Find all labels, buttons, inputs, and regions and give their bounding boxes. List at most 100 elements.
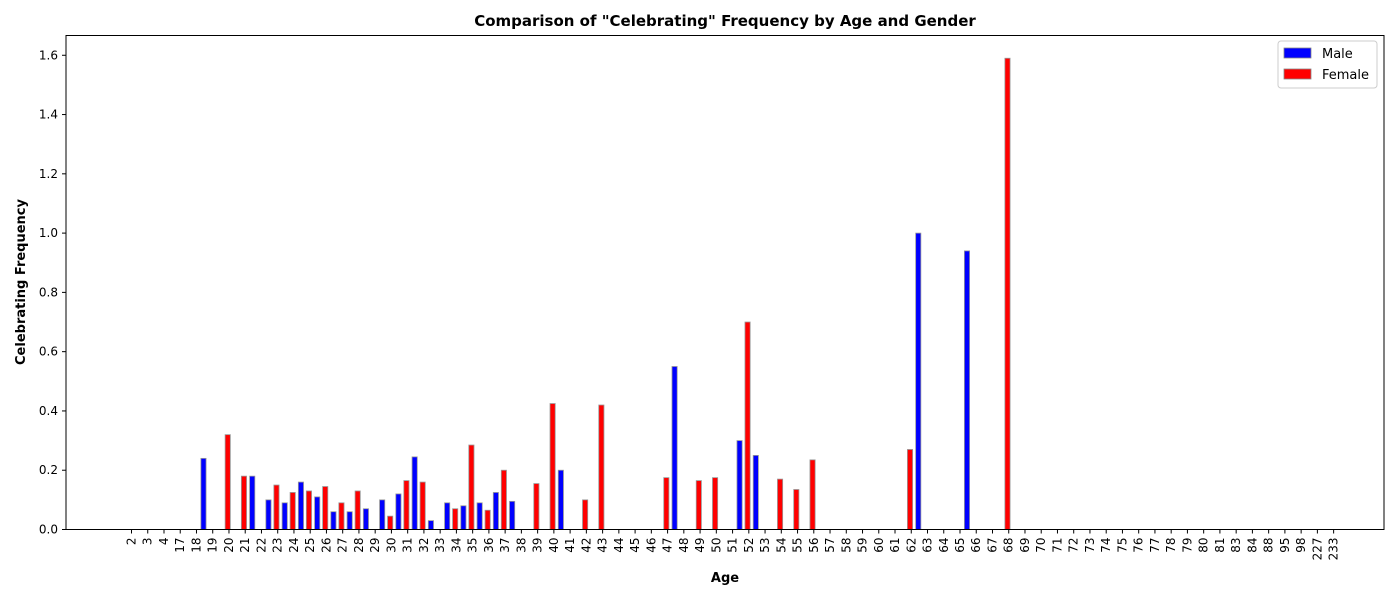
x-tick-label: 80: [1197, 538, 1211, 553]
x-tick-label: 49: [693, 538, 707, 553]
x-axis-label: Age: [711, 571, 739, 586]
bar-female-23: [289, 492, 296, 530]
x-tick-label: 22: [254, 538, 268, 553]
x-tick-label: 57: [823, 538, 837, 553]
y-axis-label: Celebrating Frequency: [14, 198, 29, 364]
legend: Male Female: [1277, 40, 1378, 89]
x-tick-label: 42: [579, 538, 593, 553]
x-tick-label: 58: [839, 538, 853, 553]
x-tick-label: 84: [1245, 538, 1259, 553]
x-tick-label: 39: [531, 538, 545, 553]
bar-female-51: [744, 321, 751, 530]
bar-female-27: [354, 490, 361, 530]
bar-female-55: [809, 459, 816, 530]
x-tick-label: 32: [417, 538, 431, 553]
x-tick-label: 31: [401, 538, 415, 553]
bar-female-35: [484, 509, 491, 530]
y-tick-label: 0.0: [39, 523, 58, 537]
bar-male-31: [411, 456, 418, 530]
x-tick-label: 53: [758, 538, 772, 553]
bar-male-51: [736, 440, 743, 530]
bar-female-38: [533, 483, 540, 530]
x-tick-label: 72: [1067, 538, 1081, 553]
x-tick-label: 33: [433, 538, 447, 553]
x-tick-label: 37: [498, 538, 512, 553]
x-tick-label: 41: [563, 538, 577, 553]
bar-female-24: [305, 490, 312, 530]
x-tick-label: 81: [1213, 538, 1227, 553]
bar-female-26: [338, 502, 345, 530]
x-tick-label: 43: [596, 538, 610, 553]
bar-female-29: [387, 515, 394, 530]
x-tick-label: 47: [661, 538, 675, 553]
bar-female-34: [468, 444, 475, 530]
x-tick-label: 55: [791, 538, 805, 553]
x-tick-label: 28: [352, 538, 366, 553]
bar-female-19: [224, 434, 231, 530]
x-tick-label: 27: [336, 538, 350, 553]
x-tick-label: 44: [612, 538, 626, 553]
bar-male-40: [557, 469, 564, 530]
y-tick-label: 1.0: [39, 226, 58, 240]
x-tick-label: 24: [287, 538, 301, 553]
bar-female-31: [419, 481, 426, 530]
x-tick-label: 60: [872, 538, 886, 553]
x-tick-label: 74: [1099, 538, 1113, 553]
x-tick-label: 38: [514, 538, 528, 553]
legend-swatch-female: [1283, 68, 1312, 80]
x-tick-label: 59: [856, 538, 870, 553]
x-tick-label: 46: [644, 538, 658, 553]
x-tick-label: 29: [368, 538, 382, 553]
x-tick-label: 3: [141, 538, 155, 546]
x-tick-label: 48: [677, 538, 691, 553]
y-tick-label: 0.4: [39, 404, 58, 418]
bar-male-23: [281, 502, 288, 530]
y-ticks-group: 0.0 0.2 0.4 0.6 0.8 1.0 1.2 1.4 1.6: [39, 48, 66, 537]
x-tick-label: 35: [466, 538, 480, 553]
bar-female-49: [712, 477, 719, 530]
bar-male-26: [330, 511, 337, 530]
bar-male-62: [915, 232, 922, 530]
bar-male-21: [249, 475, 256, 530]
bar-male-33: [444, 502, 451, 530]
x-tick-label: 25: [303, 538, 317, 553]
y-tick-label: 0.8: [39, 285, 58, 299]
bar-male-52: [752, 454, 759, 530]
x-tick-label: 66: [969, 538, 983, 553]
x-tick-label: 70: [1034, 538, 1048, 553]
x-tick-label: 40: [547, 538, 561, 553]
x-tick-label: 69: [1018, 538, 1032, 553]
bar-female-22: [273, 484, 280, 530]
bar-female-67: [1004, 57, 1011, 530]
x-tick-label: 64: [937, 538, 951, 553]
x-tick-label: 18: [189, 538, 203, 553]
x-tick-label: 50: [709, 538, 723, 553]
legend-label-female: Female: [1322, 68, 1369, 83]
bar-male-36: [492, 492, 499, 530]
x-tick-label: 45: [628, 538, 642, 553]
bar-male-47: [671, 366, 678, 530]
x-tick-label: 78: [1164, 538, 1178, 553]
bar-male-22: [265, 499, 272, 530]
bar-male-28: [362, 508, 369, 530]
x-tick-label: 19: [206, 538, 220, 553]
y-tick-label: 1.6: [39, 48, 58, 62]
x-tick-label: 233: [1327, 538, 1341, 561]
bar-female-41: [582, 499, 589, 530]
x-tick-label: 20: [222, 538, 236, 553]
legend-label-male: Male: [1322, 47, 1353, 62]
bars-group: [200, 57, 1011, 530]
x-tick-label: 75: [1115, 538, 1129, 553]
bar-female-30: [403, 480, 410, 530]
x-ticks-group: 2 3 4 17 18 19 20 21 22 23 24 25 26 27 28 29 30 31 32 33 34 3…: [125, 529, 1341, 561]
x-tick-label: 62: [904, 538, 918, 553]
x-tick-label: 56: [807, 538, 821, 553]
bar-male-27: [346, 511, 353, 530]
x-tick-label: 61: [888, 538, 902, 553]
x-tick-label: 23: [271, 538, 285, 553]
bar-female-61: [907, 449, 914, 530]
bar-female-36: [500, 469, 507, 530]
x-tick-label: 65: [953, 538, 967, 553]
bar-male-25: [314, 496, 321, 530]
